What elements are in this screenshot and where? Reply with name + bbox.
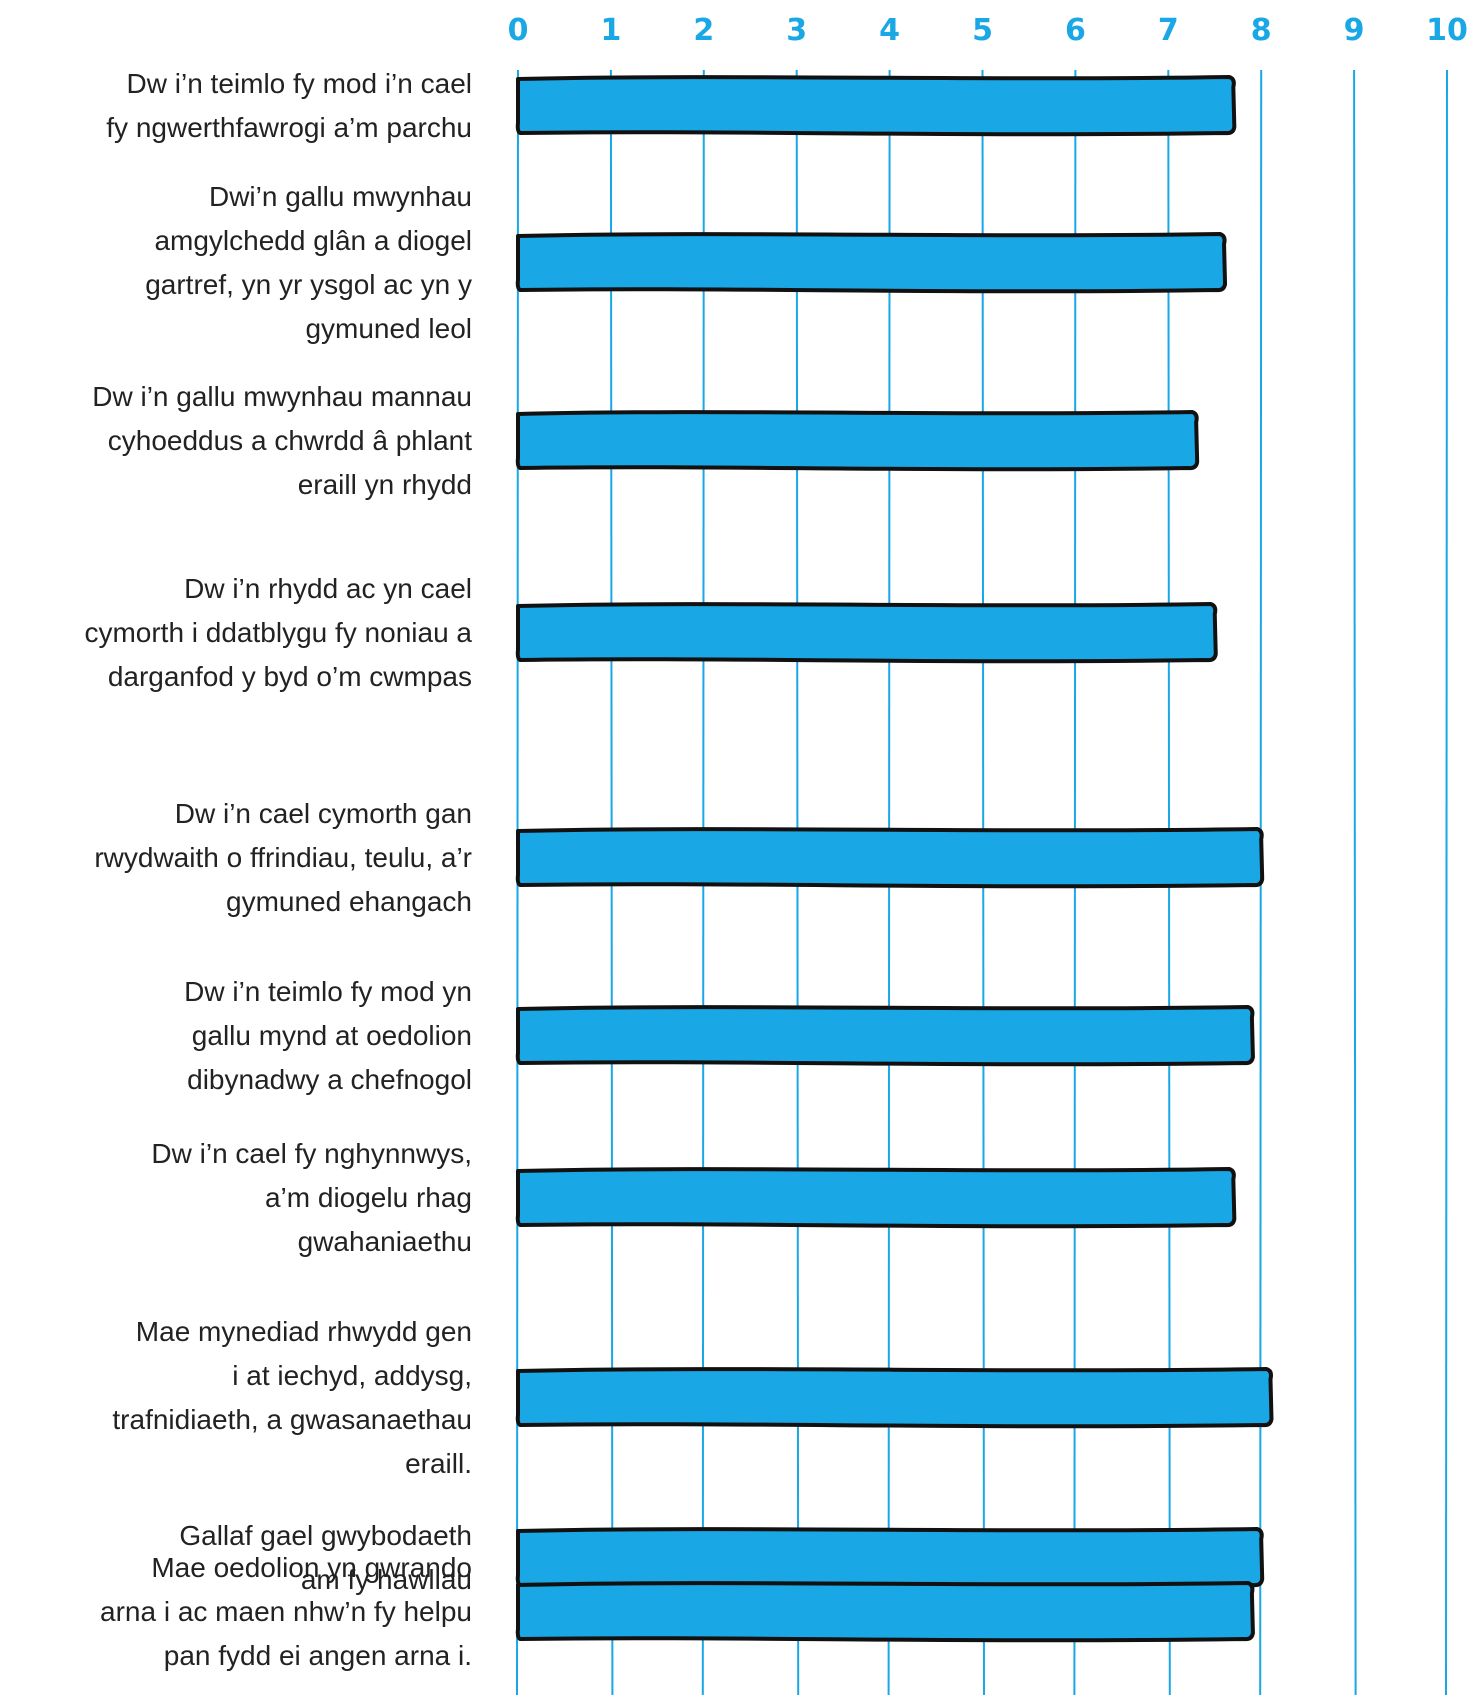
category-label-line: Gallaf gael gwybodaeth xyxy=(179,1520,472,1551)
category-label-line: gartref, yn yr ysgol ac yn y xyxy=(145,269,472,300)
category-label-line: Dw i’n teimlo fy mod i’n cael xyxy=(127,68,472,99)
category-label-line: pan fydd ei angen arna i. xyxy=(164,1640,472,1671)
category-label-line: Dw i’n gallu mwynhau mannau xyxy=(92,381,472,412)
bar-2 xyxy=(515,232,1228,294)
category-label-10: Mae oedolion yn gwrando arna i ac maen nh… xyxy=(100,1552,472,1671)
category-label-line: Dwi’n gallu mwynhau xyxy=(209,181,472,212)
bar-10 xyxy=(515,1581,1255,1643)
bar-9 xyxy=(515,1527,1265,1589)
x-tick-label-3: 3 xyxy=(786,13,807,48)
category-label-1: Dw i’n teimlo fy mod i’n cael fy ngwerthf… xyxy=(106,68,472,143)
bar-3 xyxy=(515,410,1200,472)
x-tick-label-8: 8 xyxy=(1251,13,1272,48)
x-tick-label-2: 2 xyxy=(693,13,714,48)
bar-8 xyxy=(515,1367,1274,1429)
category-label-line: dibynadwy a chefnogol xyxy=(187,1064,472,1095)
category-label-line: eraill yn rhydd xyxy=(298,469,472,500)
gridline-10 xyxy=(1445,69,1448,1696)
category-label-line: fy ngwerthfawrogi a’m parchu xyxy=(106,112,472,143)
category-label-line: Mae oedolion yn gwrando xyxy=(151,1552,472,1583)
category-label-line: am fy hawliau xyxy=(301,1564,472,1595)
category-label-line: gymuned leol xyxy=(305,313,472,344)
bars xyxy=(515,75,1274,1643)
category-label-9: Gallaf gael gwybodaeth am fy hawliau xyxy=(179,1520,472,1595)
category-label-line: i at iechyd, addysg, xyxy=(232,1360,472,1391)
category-label-5: Dw i’n cael cymorth gan rwydwaith o ffrin… xyxy=(94,798,472,917)
category-label-line: gwahaniaethu xyxy=(298,1226,472,1257)
category-label-line: darganfod y byd o’m cwmpas xyxy=(108,661,472,692)
category-label-4: Dw i’n rhydd ac yn cael cymorth i ddatbly… xyxy=(84,573,472,692)
bar-1 xyxy=(515,75,1237,137)
category-label-8: Mae mynediad rhwydd gen i at iechyd, addy… xyxy=(112,1316,472,1479)
category-label-line: a’m diogelu rhag xyxy=(265,1182,472,1213)
x-tick-label-9: 9 xyxy=(1344,13,1365,48)
category-label-line: Dw i’n cael fy nghynnwys, xyxy=(151,1138,472,1169)
category-label-7: Dw i’n cael fy nghynnwys, a’m diogelu rha… xyxy=(151,1138,472,1257)
category-label-line: Dw i’n teimlo fy mod yn xyxy=(184,976,472,1007)
x-tick-label-4: 4 xyxy=(879,13,900,48)
x-axis-ticks: 0 1 2 3 4 5 6 7 8 9 10 xyxy=(508,13,1468,48)
category-label-line: trafnidiaeth, a gwasanaethau xyxy=(112,1404,472,1435)
category-labels: Dw i’n teimlo fy mod i’n cael fy ngwerthf… xyxy=(84,68,472,1671)
x-tick-label-6: 6 xyxy=(1065,13,1086,48)
category-label-line: Dw i’n cael cymorth gan xyxy=(175,798,472,829)
category-label-6: Dw i’n teimlo fy mod yn gallu mynd at oed… xyxy=(184,976,472,1095)
category-label-line: cymorth i ddatblygu fy noniau a xyxy=(84,617,472,648)
x-tick-label-10: 10 xyxy=(1426,13,1468,48)
x-tick-label-1: 1 xyxy=(600,13,621,48)
bar-6 xyxy=(515,1005,1255,1067)
category-label-line: Mae mynediad rhwydd gen xyxy=(136,1316,472,1347)
bar-5 xyxy=(515,827,1265,889)
category-label-line: amgylchedd glân a diogel xyxy=(154,225,472,256)
category-label-line: gallu mynd at oedolion xyxy=(192,1020,472,1051)
category-label-2: Dwi’n gallu mwynhau amgylchedd glân a dio… xyxy=(145,181,472,344)
category-label-line: eraill. xyxy=(405,1448,472,1479)
x-tick-label-5: 5 xyxy=(972,13,993,48)
category-label-line: arna i ac maen nhw’n fy helpu xyxy=(100,1596,472,1627)
bar-4 xyxy=(515,602,1218,664)
gridline-9 xyxy=(1353,69,1357,1696)
category-label-line: cyhoeddus a chwrdd â phlant xyxy=(108,425,472,456)
category-label-line: gymuned ehangach xyxy=(226,886,472,917)
x-tick-label-0: 0 xyxy=(508,13,529,48)
category-label-line: Dw i’n rhydd ac yn cael xyxy=(184,573,472,604)
category-label-line: rwydwaith o ffrindiau, teulu, a’r xyxy=(94,842,472,873)
category-label-3: Dw i’n gallu mwynhau mannau cyhoeddus a c… xyxy=(92,381,472,500)
bar-7 xyxy=(515,1167,1237,1229)
x-tick-label-7: 7 xyxy=(1158,13,1179,48)
